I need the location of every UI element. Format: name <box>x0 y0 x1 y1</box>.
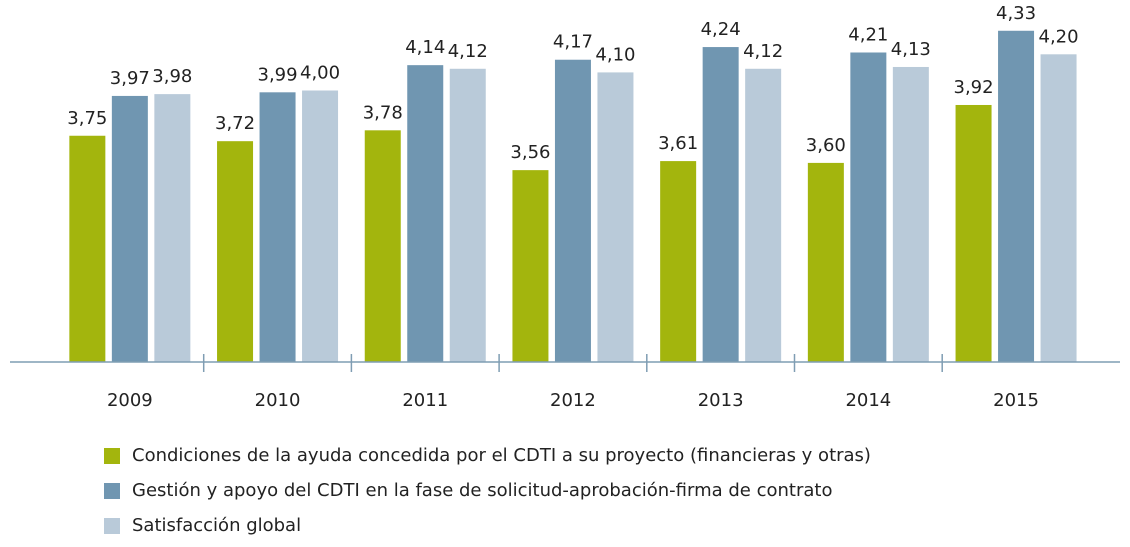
bar <box>364 130 401 362</box>
value-label: 3,60 <box>806 135 846 156</box>
bar <box>998 30 1035 363</box>
value-label: 3,61 <box>658 133 698 154</box>
bar <box>449 68 486 362</box>
bar <box>512 170 549 362</box>
x-tick-label: 2014 <box>845 390 891 411</box>
value-label: 3,98 <box>152 66 192 87</box>
value-label: 4,14 <box>405 37 445 58</box>
legend-swatch <box>104 448 120 464</box>
x-tick-label: 2015 <box>993 390 1039 411</box>
value-label: 3,78 <box>363 102 403 123</box>
bar <box>660 161 697 362</box>
x-tick-label: 2010 <box>255 390 301 411</box>
value-label: 4,10 <box>595 44 635 65</box>
value-label: 3,92 <box>954 77 994 98</box>
legend-label: Condiciones de la ayuda concedida por el… <box>132 445 871 466</box>
legend-swatch <box>104 483 120 499</box>
bar <box>807 162 844 362</box>
bar <box>154 94 191 363</box>
value-label: 4,13 <box>891 39 931 60</box>
value-label: 4,24 <box>701 19 741 40</box>
value-label: 4,12 <box>743 41 783 62</box>
x-tick-label: 2013 <box>698 390 744 411</box>
bar <box>892 66 929 362</box>
bar <box>217 141 254 362</box>
bar <box>554 59 591 362</box>
legend-label: Satisfacción global <box>132 515 301 536</box>
legend-swatch <box>104 518 120 534</box>
x-tick-label: 2012 <box>550 390 596 411</box>
x-tick-label: 2011 <box>402 390 448 411</box>
value-label: 4,12 <box>448 41 488 62</box>
bar <box>745 68 782 362</box>
x-tick-label: 2009 <box>107 390 153 411</box>
bar <box>597 72 634 363</box>
bar <box>850 52 887 363</box>
value-label: 3,99 <box>258 64 298 85</box>
bar <box>955 104 992 362</box>
bar <box>1040 54 1077 363</box>
bar <box>69 135 106 362</box>
value-label: 4,00 <box>300 63 340 84</box>
bar <box>302 90 339 362</box>
value-label: 4,20 <box>1039 26 1079 47</box>
legend-label: Gestión y apoyo del CDTI en la fase de s… <box>132 480 832 501</box>
bar <box>702 47 739 363</box>
value-label: 3,97 <box>110 68 150 89</box>
bar <box>111 95 148 363</box>
value-label: 4,21 <box>848 24 888 45</box>
value-label: 4,17 <box>553 32 593 53</box>
value-label: 4,33 <box>996 3 1036 24</box>
value-label: 3,72 <box>215 113 255 134</box>
bar <box>407 65 444 362</box>
bar <box>259 92 296 362</box>
value-label: 3,75 <box>67 108 107 129</box>
value-label: 3,56 <box>510 142 550 163</box>
